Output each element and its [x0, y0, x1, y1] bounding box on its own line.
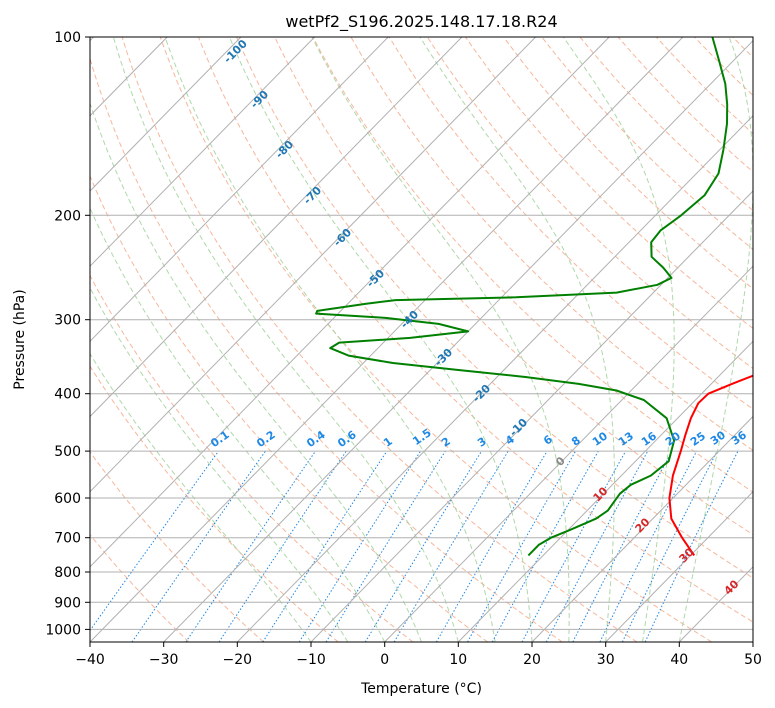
y-tick-label: 900: [54, 595, 81, 611]
mixing-ratio-line: [644, 450, 739, 642]
isotherm-line: [90, 37, 242, 192]
y-tick-label: 1000: [45, 622, 81, 638]
mixing-ratio-line: [131, 450, 266, 642]
dry-adiabat-line: [274, 37, 753, 536]
x-tick-label: 50: [744, 652, 762, 668]
dry-adiabat-line: [579, 37, 753, 212]
isotherm-line: [457, 340, 753, 642]
isotherm-line: [310, 190, 753, 642]
mixing-ratio-line: [599, 450, 698, 642]
y-tick-label: 500: [54, 444, 81, 460]
mixing-ratio-line: [467, 450, 577, 642]
mixing-ratio-line: [262, 450, 388, 642]
dry-adiabat-line: [90, 365, 339, 642]
isotherm-line: [90, 37, 463, 418]
isotherm-line: [605, 490, 753, 642]
moist-adiabat-line: [562, 37, 675, 642]
moist-adiabat-line: [678, 37, 753, 642]
isotherm-line: [90, 37, 389, 343]
x-tick-label: 0: [380, 652, 389, 668]
x-axis-label: Temperature (°C): [360, 681, 482, 697]
x-tick-label: −40: [75, 652, 105, 668]
dry-adiabat-line: [121, 37, 638, 642]
mixing-ratio-line: [325, 450, 446, 642]
mixing-ratio-line: [435, 450, 548, 642]
dry-adiabat-line: [236, 37, 753, 579]
x-tick-label: −20: [223, 652, 253, 668]
y-tick-label: 100: [54, 30, 81, 46]
plot-frame: [89, 36, 754, 643]
dry-adiabat-line: [90, 274, 414, 642]
axis-ticks: −40 −30 −20 −10 0 10 20 30 40 50 100 200 300 400 500 60…: [45, 30, 762, 668]
dry-adiabat-line: [426, 37, 753, 370]
moist-adiabat-line: [311, 37, 570, 642]
dewpoint-profile: [315, 37, 729, 557]
moist-adiabat-line: [164, 37, 496, 642]
y-tick-label: 600: [54, 491, 81, 507]
x-tick-label: 20: [523, 652, 541, 668]
isotherm-line: [236, 115, 753, 642]
x-tick-label: 10: [449, 652, 467, 668]
y-tick-label: 700: [54, 531, 81, 547]
x-tick-label: 30: [597, 652, 615, 668]
temperature-profile: [668, 374, 753, 556]
isotherm-line: [163, 39, 753, 642]
isotherm-line: [90, 37, 610, 568]
moist-adiabat-line: [419, 37, 615, 642]
mixing-ratio-line: [364, 450, 483, 642]
moist-adiabat-line: [90, 101, 422, 642]
y-tick-label: 800: [54, 565, 81, 581]
x-tick-label: −10: [296, 652, 326, 668]
mixing-ratio-line: [298, 450, 422, 642]
y-tick-label: 400: [54, 387, 81, 403]
dry-adiabat-line: [541, 37, 753, 251]
y-tick-label: 200: [54, 208, 81, 224]
mixing-ratio-line: [572, 450, 673, 642]
dry-adiabat-line: [465, 37, 753, 329]
dry-adiabat-line: [90, 57, 563, 642]
y-tick-label: 300: [54, 313, 81, 329]
moist-adiabat-line: [113, 37, 459, 642]
dry-adiabat-line: [90, 533, 190, 642]
isotherm-line: [384, 265, 753, 642]
isotherm-line: [90, 37, 315, 267]
isotherm-line: [90, 37, 536, 493]
moist-adiabat-line: [90, 206, 386, 642]
y-axis-label: Pressure (hPa): [12, 289, 28, 389]
chart-title: wetPf2_S196.2025.148.17.18.R24: [285, 12, 557, 32]
isotherm-line: [531, 415, 753, 642]
dry-adiabat-line: [312, 37, 753, 493]
moist-adiabat-line: [90, 286, 349, 642]
mixing-ratio-line: [521, 450, 627, 642]
dry-adiabat-line: [388, 37, 753, 410]
x-tick-label: 40: [670, 652, 688, 668]
moist-adiabat-line: [90, 352, 312, 642]
x-tick-label: −30: [149, 652, 179, 668]
mixing-ratio-line: [491, 450, 599, 642]
mixing-ratio-line: [90, 450, 220, 632]
